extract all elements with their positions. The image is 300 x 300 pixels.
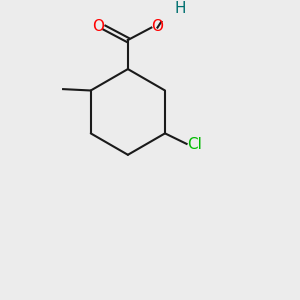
Text: Cl: Cl — [188, 137, 202, 152]
Text: O: O — [92, 19, 104, 34]
Text: O: O — [152, 19, 164, 34]
Text: H: H — [175, 1, 186, 16]
